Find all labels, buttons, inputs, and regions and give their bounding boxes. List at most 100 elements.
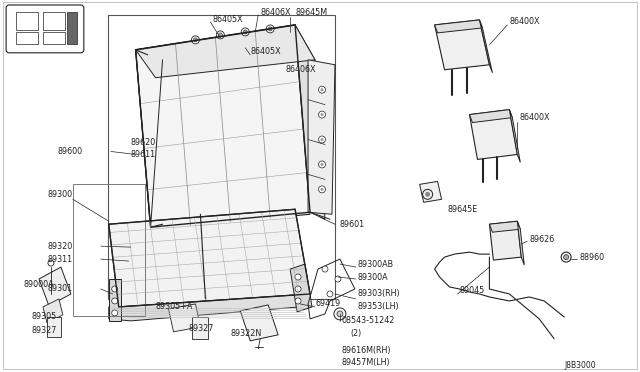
Text: 89305+A: 89305+A	[156, 302, 193, 311]
Polygon shape	[435, 20, 490, 70]
Text: 86400X: 86400X	[519, 113, 550, 122]
Text: 86406X: 86406X	[260, 9, 291, 17]
Circle shape	[193, 38, 197, 42]
Circle shape	[319, 186, 326, 193]
Polygon shape	[240, 305, 278, 341]
Circle shape	[295, 274, 301, 280]
Circle shape	[319, 111, 326, 118]
Text: 89322N: 89322N	[230, 329, 262, 338]
Bar	[108, 15, 335, 299]
Text: 89300AB: 89300AB	[358, 260, 394, 269]
Polygon shape	[168, 304, 200, 332]
Bar	[193, 317, 209, 339]
Polygon shape	[479, 20, 492, 73]
Circle shape	[191, 36, 200, 44]
Circle shape	[322, 266, 328, 272]
Text: 89645E: 89645E	[447, 205, 478, 214]
Circle shape	[321, 88, 323, 91]
Circle shape	[334, 308, 346, 320]
Text: 86406X: 86406X	[285, 65, 316, 74]
Text: 89320: 89320	[48, 242, 73, 251]
Circle shape	[295, 286, 301, 292]
Text: 89303(RH): 89303(RH)	[358, 289, 401, 298]
Polygon shape	[420, 182, 442, 202]
Polygon shape	[109, 209, 310, 307]
Circle shape	[112, 298, 118, 304]
Polygon shape	[490, 221, 522, 260]
Text: 89601: 89601	[340, 220, 365, 229]
Polygon shape	[308, 60, 335, 214]
Text: 89457M(LH): 89457M(LH)	[342, 358, 390, 367]
Bar	[16, 32, 38, 44]
Text: 86400X: 86400X	[509, 17, 540, 26]
Circle shape	[337, 311, 343, 317]
Text: 89045: 89045	[460, 286, 484, 295]
Text: 89611: 89611	[131, 150, 156, 159]
Polygon shape	[109, 279, 121, 321]
Polygon shape	[109, 294, 310, 321]
Circle shape	[561, 252, 571, 262]
Polygon shape	[39, 267, 71, 306]
Circle shape	[321, 163, 323, 166]
Text: (2): (2)	[350, 329, 361, 338]
Circle shape	[241, 28, 249, 36]
Circle shape	[268, 27, 272, 31]
Text: 89600: 89600	[58, 147, 83, 156]
Circle shape	[319, 86, 326, 93]
Circle shape	[266, 25, 274, 33]
Text: 89353(LH): 89353(LH)	[358, 302, 399, 311]
Circle shape	[425, 192, 430, 197]
Text: 86405X: 86405X	[212, 15, 243, 25]
Text: J8B3000: J8B3000	[564, 361, 596, 370]
Circle shape	[564, 254, 568, 260]
Circle shape	[243, 30, 247, 34]
Circle shape	[319, 161, 326, 168]
Bar	[67, 12, 77, 44]
Text: 89311: 89311	[48, 254, 73, 264]
Circle shape	[321, 138, 323, 141]
Polygon shape	[43, 299, 63, 323]
Circle shape	[295, 298, 301, 304]
Text: 86405X: 86405X	[250, 47, 281, 56]
Text: 89300A: 89300A	[358, 273, 388, 282]
Text: 89301: 89301	[48, 285, 73, 294]
Text: 89620: 89620	[131, 138, 156, 147]
Polygon shape	[490, 221, 520, 232]
Text: 89645M: 89645M	[295, 9, 327, 17]
Circle shape	[335, 276, 341, 282]
Text: 89616M(RH): 89616M(RH)	[342, 346, 392, 355]
Circle shape	[218, 33, 222, 37]
Text: 89000A: 89000A	[23, 279, 54, 289]
Circle shape	[319, 136, 326, 143]
Polygon shape	[509, 110, 520, 163]
Bar	[73, 185, 145, 316]
Polygon shape	[136, 25, 310, 229]
Circle shape	[321, 113, 323, 116]
Circle shape	[327, 291, 333, 297]
FancyBboxPatch shape	[6, 5, 84, 53]
Polygon shape	[470, 110, 513, 122]
Polygon shape	[517, 221, 524, 265]
Circle shape	[112, 286, 118, 292]
Text: 89626: 89626	[529, 235, 554, 244]
Circle shape	[48, 260, 54, 266]
Text: 69419: 69419	[315, 299, 340, 308]
Text: 89327: 89327	[188, 324, 214, 333]
Polygon shape	[290, 264, 312, 312]
Circle shape	[321, 188, 323, 191]
Text: 89327: 89327	[31, 326, 56, 335]
Polygon shape	[136, 25, 315, 78]
Text: 88960: 88960	[579, 253, 604, 262]
Circle shape	[112, 310, 118, 316]
Polygon shape	[295, 25, 325, 219]
Circle shape	[216, 31, 225, 39]
Polygon shape	[470, 110, 517, 160]
Bar	[47, 317, 61, 337]
Bar	[16, 12, 38, 30]
Bar	[43, 32, 65, 44]
Text: 89300: 89300	[48, 190, 73, 199]
Text: 89305: 89305	[31, 312, 56, 321]
Polygon shape	[435, 20, 483, 33]
Bar	[43, 12, 65, 30]
Text: 08543-51242: 08543-51242	[342, 316, 396, 326]
